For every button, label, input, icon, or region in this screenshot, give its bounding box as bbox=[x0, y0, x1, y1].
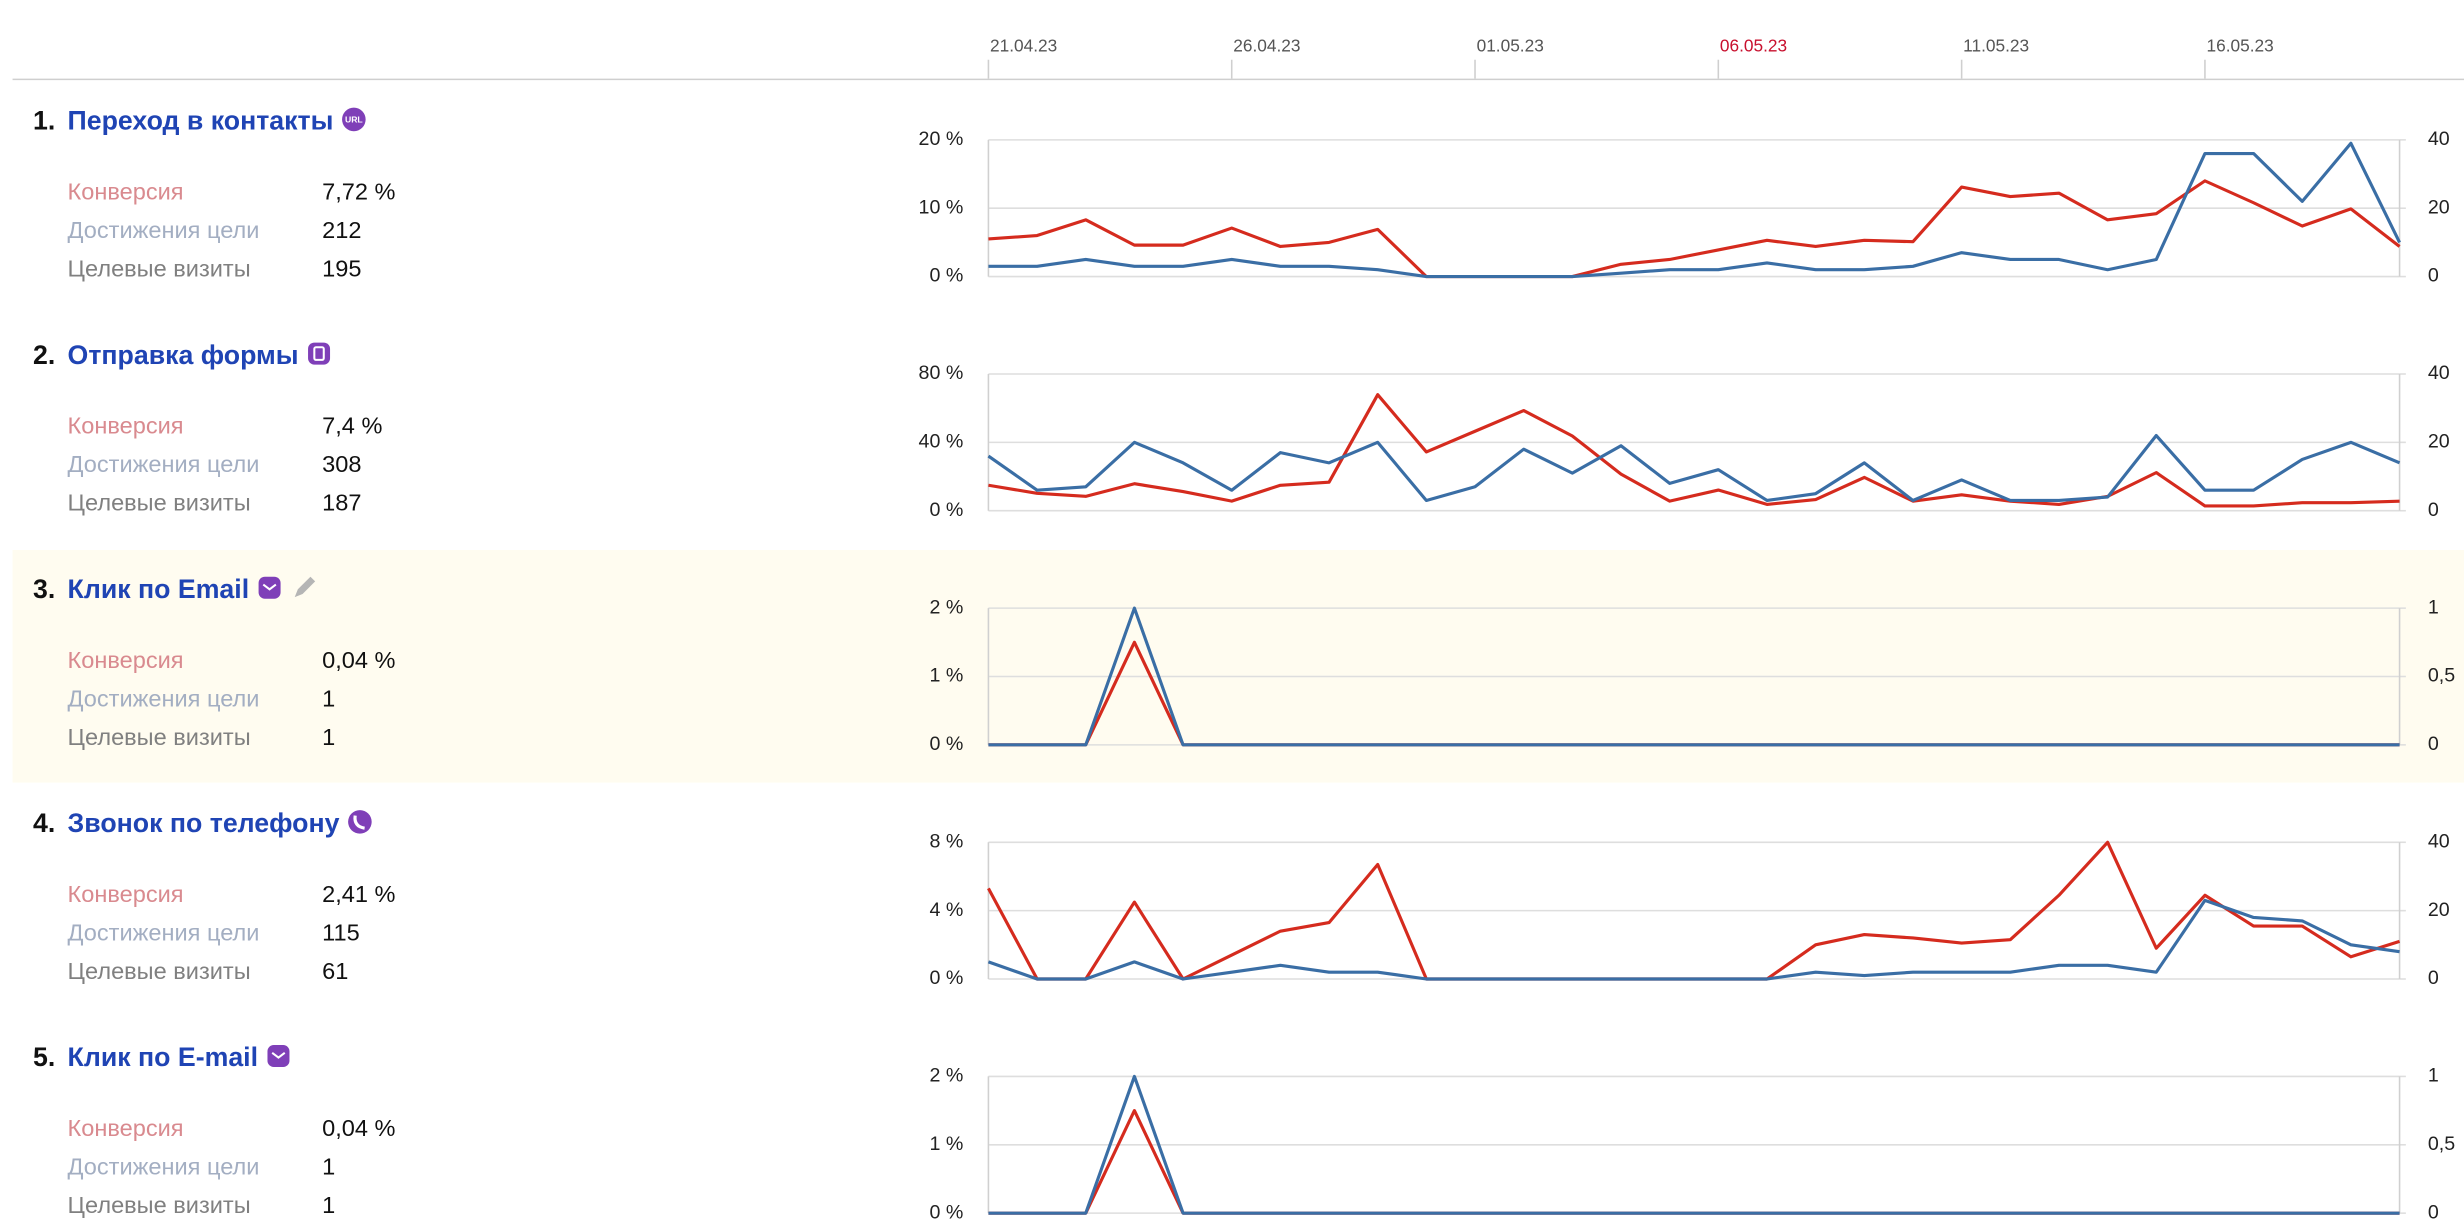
stat-label: Достижения цели bbox=[68, 685, 260, 711]
stat-label: Достижения цели bbox=[68, 217, 260, 243]
y2-tick-label: 40 bbox=[2428, 128, 2450, 150]
goal-number: 4. bbox=[33, 808, 55, 838]
goal-number: 2. bbox=[33, 340, 55, 370]
series-line bbox=[988, 141, 2401, 279]
edit-icon bbox=[294, 576, 316, 598]
goal-number: 5. bbox=[33, 1042, 55, 1072]
y2-tick-label: 1 bbox=[2428, 596, 2439, 618]
goal-title: Переход в контакты bbox=[68, 106, 334, 136]
icon-glyph bbox=[271, 1052, 286, 1059]
icon-glyph bbox=[313, 346, 325, 361]
y2-tick-label: 0,5 bbox=[2428, 665, 2455, 687]
stat-value: 0,04 % bbox=[322, 647, 395, 673]
y2-tick-label: 20 bbox=[2428, 431, 2450, 453]
y2-tick-label: 40 bbox=[2428, 830, 2450, 852]
x-tick-label: 11.05.23 bbox=[1963, 36, 2029, 56]
stat-value: 2,41 % bbox=[322, 881, 395, 907]
y2-tick-label: 0 bbox=[2428, 1201, 2439, 1223]
series-line bbox=[987, 898, 2400, 981]
stat-label: Целевые визиты bbox=[68, 490, 251, 516]
goal-number: 3. bbox=[33, 574, 55, 604]
goal-icon bbox=[348, 810, 372, 834]
y2-tick-label: 1 bbox=[2428, 1065, 2439, 1087]
stat-value: 1 bbox=[322, 685, 335, 711]
y-tick-label: 8 % bbox=[929, 830, 963, 852]
y-tick-label: 0 % bbox=[929, 967, 963, 989]
stat-value: 212 bbox=[322, 217, 361, 243]
x-tick-label: 01.05.23 bbox=[1477, 36, 1544, 56]
stat-value: 187 bbox=[322, 490, 361, 516]
stat-value: 1 bbox=[322, 724, 335, 750]
y-tick-label: 40 % bbox=[919, 431, 964, 453]
stat-label: Целевые визиты bbox=[68, 1192, 251, 1218]
stat-label: Целевые визиты bbox=[68, 958, 251, 984]
goal-number: 1. bbox=[33, 106, 55, 136]
series-line bbox=[988, 1074, 2400, 1215]
stat-label: Достижения цели bbox=[68, 919, 260, 945]
stat-value: 308 bbox=[322, 451, 361, 477]
goal-title: Клик по Email bbox=[68, 574, 250, 604]
goal-icon bbox=[308, 342, 331, 365]
y-tick-label: 80 % bbox=[919, 362, 964, 384]
goal-title: Отправка формы bbox=[68, 340, 299, 370]
y2-tick-label: 20 bbox=[2428, 196, 2450, 218]
stat-value: 115 bbox=[322, 919, 360, 945]
x-tick-label: 26.04.23 bbox=[1233, 36, 1300, 56]
y-tick-label: 20 % bbox=[919, 128, 964, 150]
stat-label: Конверсия bbox=[68, 413, 184, 439]
series-line bbox=[988, 606, 2400, 747]
y-tick-label: 0 % bbox=[929, 1201, 963, 1223]
y-tick-label: 4 % bbox=[929, 899, 963, 921]
y2-tick-label: 0 bbox=[2428, 733, 2439, 755]
goal-icon bbox=[267, 1045, 290, 1067]
stat-label: Целевые визиты bbox=[68, 256, 251, 282]
goal-icon bbox=[258, 576, 281, 599]
stat-value: 1 bbox=[322, 1154, 335, 1180]
stat-label: Достижения цели bbox=[68, 1154, 260, 1180]
series-line bbox=[987, 433, 2401, 503]
y-tick-label: 1 % bbox=[929, 665, 963, 687]
y2-tick-label: 0 bbox=[2428, 265, 2439, 287]
y-tick-label: 0 % bbox=[929, 499, 963, 521]
y2-tick-label: 0 bbox=[2428, 499, 2439, 521]
stat-label: Конверсия bbox=[68, 179, 184, 205]
x-tick-label: 06.05.23 bbox=[1720, 36, 1787, 56]
y-tick-label: 2 % bbox=[929, 596, 963, 618]
stat-value: 7,72 % bbox=[322, 179, 395, 205]
y2-tick-label: 40 bbox=[2428, 362, 2450, 384]
stat-value: 1 bbox=[322, 1192, 335, 1218]
y2-tick-label: 0 bbox=[2428, 967, 2439, 989]
stat-value: 195 bbox=[322, 256, 361, 282]
goal-icon bbox=[342, 107, 366, 132]
series-line bbox=[988, 1109, 2400, 1215]
stat-value: 7,4 % bbox=[322, 413, 382, 439]
stat-label: Достижения цели bbox=[68, 451, 260, 477]
stat-value: 61 bbox=[322, 958, 348, 984]
y-tick-label: 2 % bbox=[929, 1065, 963, 1087]
y2-tick-label: 20 bbox=[2428, 899, 2450, 921]
y-tick-label: 1 % bbox=[929, 1133, 963, 1155]
goal-title: Клик по E-mail bbox=[68, 1042, 258, 1072]
stat-label: Конверсия bbox=[68, 881, 184, 907]
goal-icon-label: URL bbox=[345, 114, 363, 124]
stat-label: Конверсия bbox=[68, 647, 184, 673]
y-tick-label: 0 % bbox=[929, 733, 963, 755]
y-tick-label: 10 % bbox=[919, 196, 964, 218]
y2-tick-label: 0,5 bbox=[2428, 1133, 2455, 1155]
goal-title: Звонок по телефону bbox=[68, 808, 340, 838]
x-tick-label: 16.05.23 bbox=[2207, 36, 2274, 56]
icon-glyph bbox=[262, 583, 277, 591]
stat-label: Конверсия bbox=[68, 1115, 184, 1141]
y-tick-label: 0 % bbox=[929, 265, 963, 287]
series-line bbox=[988, 179, 2401, 279]
x-tick-label: 21.04.23 bbox=[990, 36, 1057, 56]
stat-label: Целевые визиты bbox=[68, 724, 251, 750]
series-line bbox=[988, 393, 2400, 508]
stat-value: 0,04 % bbox=[322, 1115, 395, 1141]
icon-glyph bbox=[353, 815, 365, 830]
